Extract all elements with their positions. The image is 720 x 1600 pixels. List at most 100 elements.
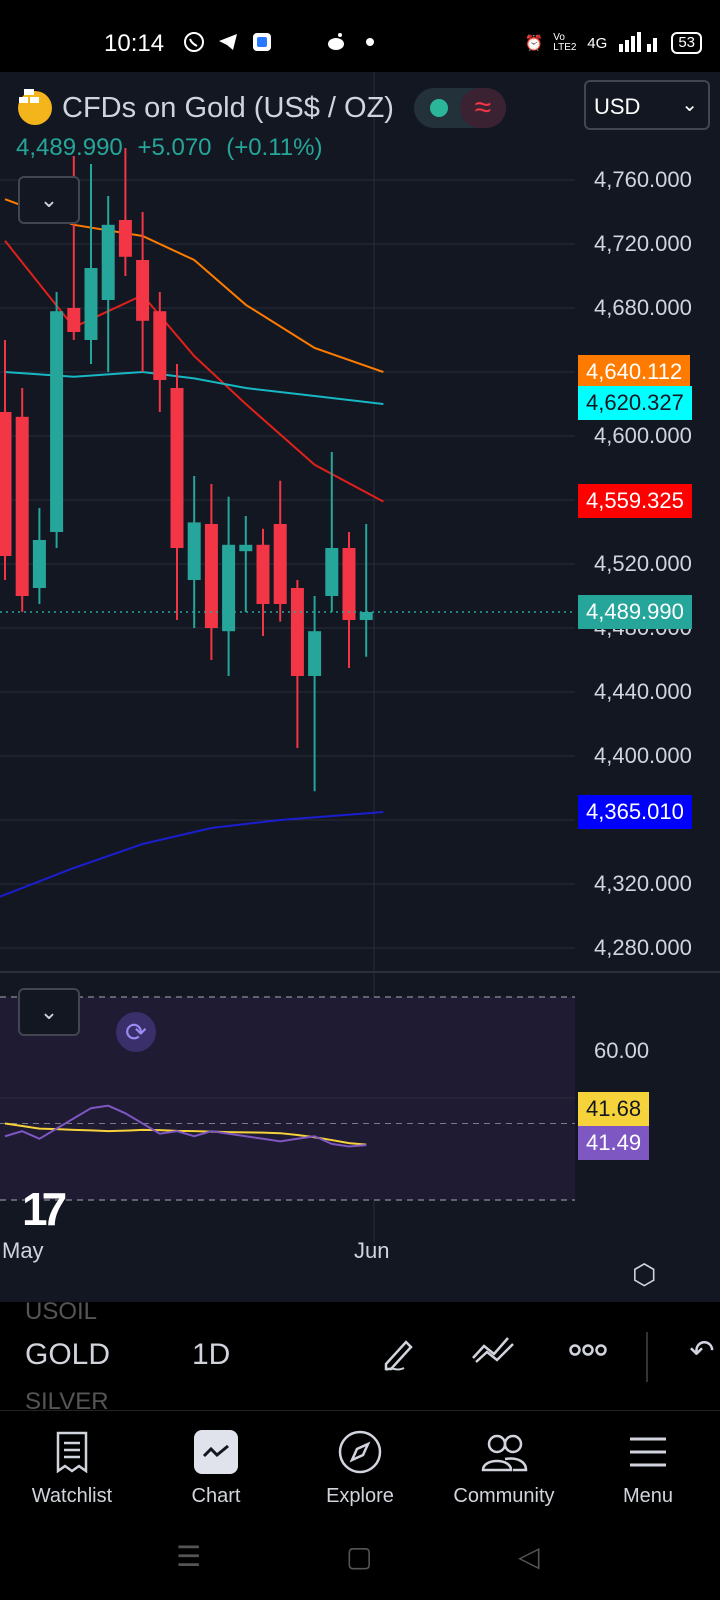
- market-status-pill[interactable]: ≈: [413, 88, 506, 128]
- chart-panel[interactable]: CFDs on Gold (US$ / OZ) ≈ USD ⌄ 4,489.99…: [0, 72, 720, 1302]
- settings-hex-icon[interactable]: ⬡: [632, 1259, 657, 1290]
- candle-body: [84, 268, 98, 340]
- nav-label: Menu: [622, 1485, 674, 1507]
- price-chart[interactable]: [0, 72, 720, 1302]
- price-summary: 4,489.990 +5.070 (+0.11%): [16, 134, 330, 162]
- symbol-title[interactable]: CFDs on Gold (US$ / OZ): [62, 91, 394, 124]
- price-axis-label: 4,760.000: [594, 167, 692, 192]
- ma-blue-line: [0, 811, 384, 898]
- candle-body: [204, 524, 218, 628]
- rsi-ma-line: [4, 1122, 367, 1146]
- chevron-down-icon: ⌄: [681, 94, 698, 116]
- nav-chart[interactable]: Chart: [146, 1425, 286, 1508]
- chart-icon-wrapper: [146, 1425, 286, 1479]
- indicators-icon[interactable]: [470, 1334, 514, 1378]
- candle-body: [50, 311, 64, 532]
- price-axis-label: 4,320.000: [594, 871, 692, 896]
- candle-body: [170, 388, 184, 548]
- hamburger-icon: [578, 1425, 718, 1479]
- candle-body: [67, 308, 81, 332]
- collapse-legend-button[interactable]: ⌄: [18, 176, 80, 224]
- status-bar: 10:14 ⏰ Vo LTE2 4G 53: [0, 0, 720, 72]
- compass-icon: [290, 1425, 430, 1479]
- nav-watchlist[interactable]: Watchlist: [2, 1425, 142, 1508]
- tradingview-logo: 17: [22, 1183, 67, 1235]
- candle-body: [273, 524, 287, 604]
- price-axis-label: 4,600.000: [594, 423, 692, 448]
- candle-body: [239, 544, 253, 552]
- collapse-rsi-legend-button[interactable]: ⌄: [18, 988, 80, 1036]
- network-label: 4G: [587, 34, 608, 52]
- price-axis-label: 4,440.000: [594, 679, 692, 704]
- dot-icon: [358, 30, 382, 54]
- chart-icon: [194, 1430, 238, 1474]
- nav-label: Chart: [191, 1485, 241, 1507]
- price-tag: 4,620.327: [578, 386, 692, 421]
- nav-explore[interactable]: Explore: [290, 1425, 430, 1508]
- nav-community[interactable]: Community: [434, 1425, 574, 1508]
- time-label-jun: Jun: [354, 1238, 390, 1263]
- reddit-icon: [324, 30, 348, 54]
- price-axis-label: 4,400.000: [594, 743, 692, 768]
- price-tag: 4,559.325: [578, 484, 692, 519]
- candle-body: [308, 631, 322, 676]
- interval-selector[interactable]: 1D: [192, 1338, 231, 1371]
- candle-body: [290, 588, 304, 676]
- home-icon[interactable]: ▢: [346, 1541, 373, 1572]
- telegram-icon: [216, 30, 240, 54]
- price-axis-label: 4,680.000: [594, 295, 692, 320]
- back-icon[interactable]: ◁: [518, 1541, 540, 1572]
- undo-icon[interactable]: ↶: [689, 1335, 715, 1368]
- nav-label: Watchlist: [31, 1485, 113, 1507]
- time-label-may: May: [2, 1238, 44, 1263]
- nav-label: Community: [453, 1485, 555, 1507]
- candle-body: [101, 224, 115, 300]
- nav-menu[interactable]: Menu: [578, 1425, 718, 1508]
- people-icon: [434, 1425, 574, 1479]
- gold-logo-icon: [18, 89, 52, 125]
- last-price: 4,489.990: [16, 134, 123, 161]
- price-axis-label: 4,280.000: [594, 935, 692, 960]
- price-change-pct: (+0.11%): [226, 134, 323, 161]
- recents-icon[interactable]: ☰: [176, 1541, 202, 1572]
- candle-body: [136, 260, 150, 321]
- refresh-icon[interactable]: ⟳: [116, 1012, 156, 1052]
- candle-body: [153, 311, 167, 380]
- signal-icon: [617, 30, 661, 56]
- status-time: 10:14: [104, 30, 165, 57]
- price-tag: 4,365.010: [578, 794, 692, 829]
- more-options-icon[interactable]: [566, 1334, 610, 1378]
- price-tag: 4,640.112: [578, 354, 691, 389]
- rsi-tag: 41.49: [578, 1126, 650, 1160]
- app-notification-icon: [250, 30, 274, 54]
- candle-body: [359, 612, 373, 620]
- watchlist-icon: [2, 1425, 142, 1479]
- candle-body: [256, 544, 270, 604]
- symbol-header[interactable]: CFDs on Gold (US$ / OZ) ≈: [18, 88, 506, 128]
- battery-icon: 53: [671, 32, 702, 54]
- rsi-line: [4, 1104, 367, 1148]
- price-axis-label: 4,720.000: [594, 231, 692, 256]
- whatsapp-icon: [182, 30, 206, 54]
- status-right: ⏰ Vo LTE2 4G 53: [525, 30, 702, 56]
- candle-body: [32, 540, 46, 588]
- candle-body: [118, 220, 132, 257]
- candle-body: [187, 522, 201, 580]
- symbol-switcher[interactable]: GOLD: [25, 1338, 111, 1371]
- market-open-icon: [429, 99, 448, 117]
- rsi-axis-label: 60.00: [594, 1038, 650, 1063]
- candle-body: [342, 548, 356, 620]
- candle-body: [222, 544, 236, 632]
- bottom-nav: Watchlist Chart Explore Community Menu: [0, 1410, 720, 1520]
- watchlist-peek-above[interactable]: USOIL: [25, 1298, 98, 1325]
- wave-icon: ≈: [459, 88, 506, 128]
- currency-value: USD: [594, 94, 641, 119]
- drawing-pen-icon[interactable]: [376, 1334, 420, 1378]
- toolbar-divider: [646, 1332, 648, 1382]
- candle-body: [325, 548, 339, 596]
- alarm-icon: ⏰: [524, 35, 544, 52]
- ma-cyan-line: [4, 370, 384, 405]
- candle-body: [0, 412, 12, 556]
- currency-select[interactable]: USD ⌄: [584, 80, 710, 130]
- rsi-ma-tag: 41.68: [578, 1092, 650, 1126]
